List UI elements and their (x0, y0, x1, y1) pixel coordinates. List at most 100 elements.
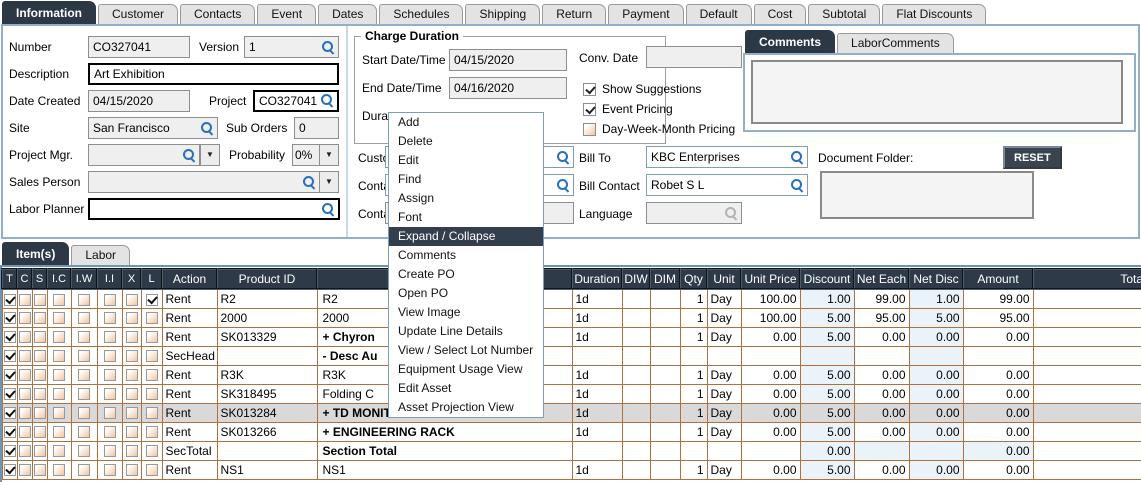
cell-unit-price[interactable] (740, 440, 801, 461)
cell-qty[interactable]: 1 (679, 421, 708, 442)
cell-diw[interactable] (621, 288, 651, 309)
cell-unit-price[interactable]: 0.00 (740, 402, 801, 423)
cell-x[interactable] (121, 345, 142, 366)
cell-total[interactable] (1032, 345, 1141, 366)
menu-item-comments[interactable]: Comments (398, 248, 457, 262)
row-checkbox-i-c[interactable] (53, 388, 65, 401)
cell-s[interactable] (31, 421, 48, 442)
cell-net-each[interactable] (853, 345, 910, 366)
cell-i-w[interactable] (70, 364, 98, 385)
cell-i-i[interactable] (96, 345, 123, 366)
cell-duration[interactable]: 1d (571, 421, 623, 442)
row-checkbox-s[interactable] (33, 445, 46, 458)
cell-unit[interactable]: Day (706, 421, 742, 442)
cell-amount[interactable]: 0.00 (962, 326, 1034, 347)
menu-item-view-select-lot-number[interactable]: View / Select Lot Number (398, 343, 534, 357)
cell-i-w[interactable] (70, 402, 98, 423)
cell-description[interactable]: NS1 (316, 459, 573, 480)
cell-action[interactable]: Rent (161, 326, 218, 347)
row-checkbox-c[interactable] (18, 388, 31, 401)
row-checkbox-i-c[interactable] (53, 293, 65, 306)
cell-qty[interactable]: 1 (679, 383, 708, 404)
cell-t[interactable] (1, 459, 18, 480)
row-checkbox-i-c[interactable] (53, 331, 65, 344)
row-checkbox-i-i[interactable] (103, 407, 116, 420)
cell-discount[interactable]: 5.00 (799, 402, 855, 423)
row-checkbox-s[interactable] (33, 464, 46, 477)
cell-net-disc[interactable]: 1.00 (908, 288, 964, 309)
cell-diw[interactable] (621, 326, 651, 347)
tab-information[interactable]: Information (2, 1, 96, 24)
cell-unit[interactable]: Day (706, 288, 742, 309)
menu-item-open-po[interactable]: Open PO (398, 286, 449, 300)
row-checkbox-i-i[interactable] (103, 312, 116, 325)
cell-discount[interactable]: 0.00 (799, 440, 855, 461)
cell-i-c[interactable] (46, 364, 72, 385)
cell-unit[interactable]: Day (706, 459, 742, 480)
cell-product-id[interactable]: SK013266 (216, 421, 318, 442)
cell-i-c[interactable] (46, 326, 72, 347)
cell-qty[interactable]: 1 (679, 364, 708, 385)
cell-discount[interactable]: 5.00 (799, 364, 855, 385)
row-checkbox-t[interactable] (3, 331, 16, 344)
tab-shipping[interactable]: Shipping (465, 4, 541, 24)
project-mgr-dropdown-icon[interactable] (200, 144, 220, 166)
cell-t[interactable] (1, 440, 18, 461)
cell-product-id[interactable]: SK013284 (216, 402, 318, 423)
row-checkbox-l[interactable] (145, 464, 158, 477)
tab-comments[interactable]: Comments (745, 30, 836, 53)
cell-l[interactable] (140, 459, 163, 480)
cell-c[interactable] (16, 421, 33, 442)
row-checkbox-i-i[interactable] (103, 331, 116, 344)
row-checkbox-i-i[interactable] (103, 350, 116, 363)
cell-total[interactable] (1032, 383, 1141, 404)
cell-amount[interactable]: 0.00 (962, 364, 1034, 385)
row-checkbox-i-w[interactable] (78, 350, 90, 363)
row-checkbox-l[interactable] (145, 388, 158, 401)
cell-dim[interactable] (649, 288, 681, 309)
row-checkbox-i-w[interactable] (78, 312, 90, 325)
cell-total[interactable] (1032, 459, 1141, 480)
cell-t[interactable] (1, 345, 18, 366)
cell-dim[interactable] (649, 364, 681, 385)
cell-l[interactable] (140, 440, 163, 461)
row-checkbox-i-c[interactable] (53, 426, 65, 439)
row-checkbox-t[interactable] (3, 464, 16, 477)
cell-s[interactable] (31, 326, 48, 347)
row-checkbox-i-c[interactable] (53, 407, 65, 420)
row-checkbox-l[interactable] (145, 426, 158, 439)
row-checkbox-x[interactable] (125, 369, 138, 382)
row-checkbox-i-w[interactable] (78, 464, 90, 477)
cell-total[interactable] (1032, 326, 1141, 347)
cell-duration[interactable]: 1d (571, 364, 623, 385)
cell-x[interactable] (121, 307, 142, 328)
probability-dropdown-icon[interactable] (319, 144, 339, 166)
cell-l[interactable] (140, 421, 163, 442)
tab-contacts[interactable]: Contacts (180, 4, 256, 24)
cell-dim[interactable] (649, 421, 681, 442)
cell-amount[interactable]: 95.00 (962, 307, 1034, 328)
cell-l[interactable] (140, 364, 163, 385)
row-checkbox-c[interactable] (18, 350, 31, 363)
row-checkbox-s[interactable] (33, 293, 46, 306)
cell-action[interactable]: Rent (161, 421, 218, 442)
cell-s[interactable] (31, 345, 48, 366)
cell-unit-price[interactable] (740, 345, 801, 366)
row-checkbox-t[interactable] (3, 312, 16, 325)
row-checkbox-i-i[interactable] (103, 464, 116, 477)
cell-i-c[interactable] (46, 307, 72, 328)
row-checkbox-i-w[interactable] (78, 369, 90, 382)
table-row[interactable]: SecTotal Section Total 0.00 0.00 (1, 440, 1141, 461)
row-checkbox-s[interactable] (33, 388, 46, 401)
cell-i-i[interactable] (96, 364, 123, 385)
cell-unit[interactable]: Day (706, 307, 742, 328)
cell-x[interactable] (121, 326, 142, 347)
bill-to-search-icon[interactable] (790, 150, 804, 164)
row-checkbox-i-w[interactable] (78, 388, 90, 401)
table-row[interactable]: Rent NS1 NS1 1d 1 Day 0.00 5.00 0.00 0.00 0.00 (1, 459, 1141, 480)
project-search-icon[interactable] (320, 93, 334, 107)
table-row[interactable]: SecHead - Desc Au (1, 345, 1141, 366)
row-checkbox-c[interactable] (18, 369, 31, 382)
row-checkbox-x[interactable] (125, 445, 138, 458)
